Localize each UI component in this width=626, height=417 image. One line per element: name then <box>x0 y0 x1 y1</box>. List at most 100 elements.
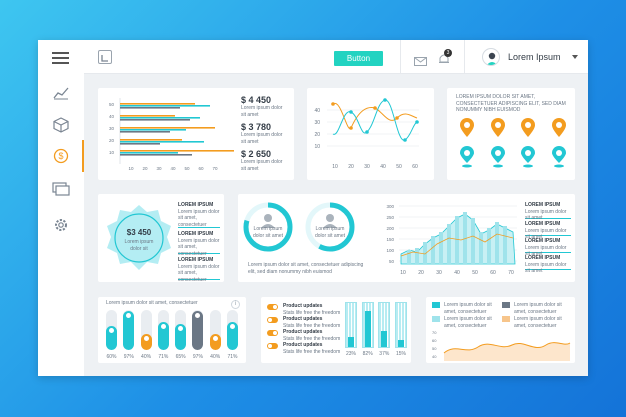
percent-label: 71% <box>227 354 238 360</box>
bar-chart-card: 50 40 30 20 10 10 20 30 40 50 60 70 <box>98 88 294 180</box>
pill-percent-row: 60% 97% 40% 71% 65% 97% 40% 71% <box>104 354 240 361</box>
area-chart: 300 250 200 150 100 50 10 20 30 40 50 60… <box>386 204 517 276</box>
pill-bars <box>106 310 238 350</box>
svg-text:40: 40 <box>170 166 176 171</box>
percent-label: 40% <box>141 354 152 360</box>
svg-text:70: 70 <box>212 166 218 171</box>
percent-label: 23% <box>345 351 356 357</box>
pin-card: LOREM IPSUM DOLOR SIT AMET, CONSECTETUER… <box>447 88 575 180</box>
pill-card-title: Lorem ipsum dolor sit amet, consectetuer <box>106 300 198 306</box>
svg-text:40: 40 <box>314 108 320 114</box>
list-item: Product updates Stats life free the freed… <box>267 303 345 316</box>
hamburger-menu-icon[interactable] <box>52 52 69 64</box>
list-item: Product updates Stats life free the freed… <box>267 329 345 342</box>
toggle[interactable] <box>267 317 278 323</box>
svg-text:20: 20 <box>418 270 424 276</box>
gear-icon[interactable] <box>50 214 72 236</box>
svg-text:70: 70 <box>432 330 437 335</box>
svg-text:60: 60 <box>412 164 418 170</box>
line-chart-icon[interactable] <box>50 82 72 104</box>
list-item: LOREM IPSUM Lorem ipsum dolor sit amet <box>525 219 571 240</box>
badge-card: $3 450 Lorem ipsum dolor sit LOREM IPSUM… <box>98 194 224 283</box>
cards-icon[interactable] <box>50 178 72 200</box>
svg-text:20: 20 <box>348 164 354 170</box>
svg-text:100: 100 <box>386 248 394 253</box>
location-pin-icon <box>460 146 474 168</box>
svg-text:30: 30 <box>109 126 115 131</box>
orange-points <box>331 102 399 130</box>
percent-label: 37% <box>379 351 390 357</box>
location-pin-icon <box>490 146 505 168</box>
progress-bar <box>394 302 407 348</box>
location-pin-icon <box>490 118 505 137</box>
pill-bar <box>140 310 152 350</box>
badge-text: Lorem ipsum dolor sit <box>124 239 154 252</box>
list-item: LOREM IPSUM Lorem ipsum dolor sit amet <box>525 202 571 221</box>
horizontal-bar-chart: 50 40 30 20 10 10 20 30 40 50 60 70 <box>109 98 234 171</box>
avatar[interactable] <box>482 48 500 66</box>
bar-group <box>120 103 234 156</box>
progress-bar <box>345 302 357 348</box>
svg-text:70: 70 <box>508 270 514 276</box>
toggle[interactable] <box>267 304 278 310</box>
top-bar: Button 3 Lorem Ipsum <box>84 40 588 74</box>
list-item: LOREM IPSUM Lorem ipsum dolor sit amet, c… <box>178 228 220 257</box>
pill-bar <box>123 310 135 350</box>
progress-bar <box>361 302 374 348</box>
pill-bar <box>226 310 238 350</box>
line-chart: 40 30 20 10 10 20 30 40 50 60 <box>314 98 419 170</box>
active-indicator <box>82 140 84 172</box>
donut-text: Lorem ipsum dolor sit amet <box>314 226 345 239</box>
svg-text:250: 250 <box>386 215 394 220</box>
stat-value: $ 2 650 <box>241 149 272 159</box>
location-pin-icon <box>551 118 566 137</box>
list-item: Product updates Stats life free the freed… <box>267 342 345 355</box>
stat-list: $ 4 450 Lorem ipsum dolor sit amet $ 3 7… <box>241 95 291 172</box>
svg-text:50: 50 <box>432 346 437 351</box>
svg-text:60: 60 <box>198 166 204 171</box>
svg-text:20: 20 <box>314 132 320 138</box>
svg-text:30: 30 <box>156 166 162 171</box>
chevron-down-icon[interactable] <box>572 55 578 59</box>
pin-card-text: LOREM IPSUM DOLOR SIT AMET, CONSECTETUER… <box>456 94 566 113</box>
donut-card-text: Lorem ipsum dolor sit amet, consectetuer… <box>248 262 364 275</box>
location-pin-icon <box>521 118 536 137</box>
primary-button[interactable]: Button <box>334 51 383 66</box>
mail-icon[interactable] <box>414 53 427 71</box>
user-name[interactable]: Lorem Ipsum <box>508 52 561 62</box>
pill-bar <box>157 310 169 350</box>
wave-chart-card: Lorem ipsum dolor sit amet, consectetuer… <box>426 297 575 363</box>
list-item: Product updates Stats life free the freed… <box>267 316 345 329</box>
info-icon[interactable]: i <box>231 300 240 309</box>
badge-graphic <box>107 205 171 270</box>
svg-text:60: 60 <box>490 270 496 276</box>
toggle[interactable] <box>267 330 278 336</box>
pill-bar <box>106 310 117 350</box>
percent-label: 97% <box>123 354 134 360</box>
pin-row-orange <box>459 118 567 138</box>
wave-chart: 70 60 50 40 <box>432 330 571 361</box>
pin-row-teal <box>459 146 567 168</box>
svg-text:50: 50 <box>109 102 115 107</box>
dollar-icon[interactable]: $ <box>50 145 72 167</box>
percent-label: 15% <box>395 351 406 357</box>
legend-item: Lorem ipsum dolor sit amet, consectetuer <box>432 316 502 330</box>
stat-text: Lorem ipsum dolor sit amet <box>241 159 283 172</box>
svg-text:200: 200 <box>386 226 394 231</box>
dashboard-window: $ Button 3 Lorem Ipsum 50 40 30 20 <box>38 40 588 376</box>
x-axis-labels: 10 20 30 40 50 60 <box>332 164 418 170</box>
toggle[interactable] <box>267 343 278 349</box>
percent-label: 60% <box>106 354 117 360</box>
svg-text:20: 20 <box>142 166 148 171</box>
legend-grid: Lorem ipsum dolor sit amet, consectetuer… <box>432 302 572 330</box>
legend-item: Lorem ipsum dolor sit amet, consectetuer <box>502 302 572 316</box>
svg-text:30: 30 <box>364 164 370 170</box>
notification-badge: 3 <box>444 49 452 57</box>
svg-text:50: 50 <box>389 259 395 264</box>
svg-text:40: 40 <box>380 164 386 170</box>
cube-icon[interactable] <box>50 114 72 136</box>
donut-card: Lorem ipsum dolor sit amet Lorem ipsum d… <box>238 194 402 282</box>
list-item: LOREM IPSUM Lorem ipsum dolor sit amet <box>525 253 571 274</box>
svg-text:20: 20 <box>109 138 115 143</box>
location-pin-icon <box>521 146 536 168</box>
